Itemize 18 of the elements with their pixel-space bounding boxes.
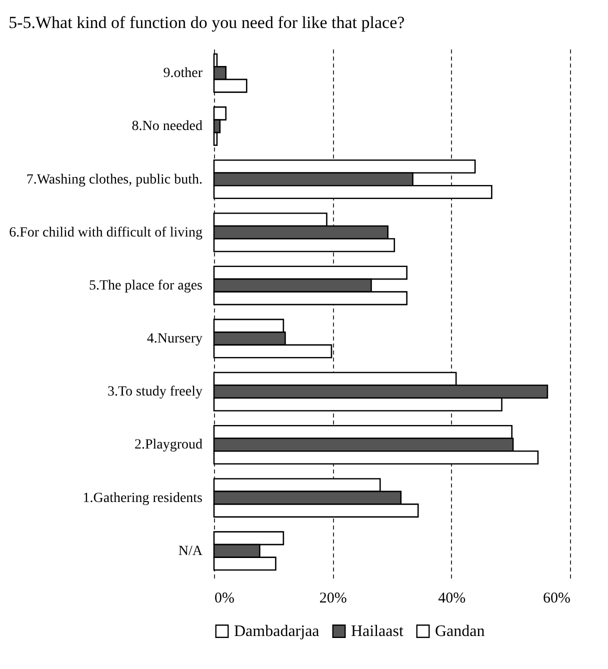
y-tick-label: N/A (178, 544, 204, 559)
y-tick-label: 5.The place for ages (89, 278, 202, 294)
chart-title: 5-5.What kind of function do you need for like that place? (8, 13, 405, 32)
legend-label: Dambadarjaa (234, 623, 320, 640)
x-tick-label: 20% (319, 590, 347, 606)
x-tick-label: 0% (214, 590, 234, 606)
y-tick-label: 1.Gathering residents (82, 490, 202, 506)
x-tick-label: 40% (438, 590, 466, 606)
y-tick-label: 2.Playgroud (134, 438, 202, 453)
y-tick-label: 8.No needed (132, 119, 202, 134)
x-tick-label: 60% (543, 590, 570, 606)
legend-label: Gandan (435, 623, 485, 640)
y-tick-label: 6.For chilid with difficult of living (9, 225, 202, 240)
y-tick-label: 7.Washing clothes, public buth. (26, 172, 202, 188)
legend-label: Hailaast (351, 623, 404, 640)
y-tick-label: 3.To study freely (107, 384, 202, 400)
y-tick-label: 4.Nursery (146, 332, 202, 347)
y-tick-label: 9.other (163, 66, 203, 82)
